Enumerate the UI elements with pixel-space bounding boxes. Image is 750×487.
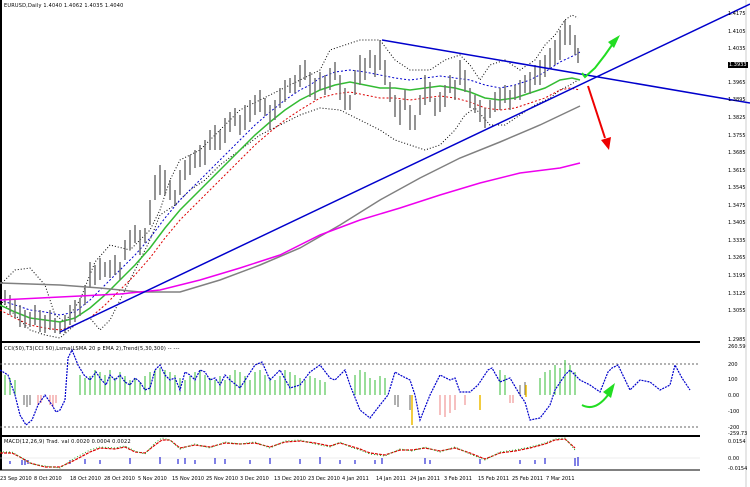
time-label: 23 Dec 2010 bbox=[308, 476, 340, 482]
ma-gray bbox=[0, 105, 581, 293]
green-up-arrow-cci bbox=[581, 383, 615, 408]
price-label: 1.3545 bbox=[728, 185, 746, 191]
time-label: 3 Feb 2011 bbox=[444, 476, 472, 482]
cci-label: 200 bbox=[728, 362, 738, 368]
cci-label: 260.59 bbox=[728, 344, 746, 350]
ma-magenta bbox=[0, 162, 581, 301]
cci-panel-title: CCI(50),T3(CCI 50),Lsma(LSMA 20 p EMA 2)… bbox=[4, 346, 180, 352]
price-label: 1.3265 bbox=[728, 255, 746, 261]
price-label: 1.3615 bbox=[728, 168, 746, 174]
time-label: 18 Oct 2010 bbox=[70, 476, 101, 482]
price-label: 1.3755 bbox=[728, 133, 746, 139]
cci-label: 0.00 bbox=[728, 393, 740, 399]
support-trendline bbox=[59, 3, 750, 333]
time-label: 15 Nov 2010 bbox=[172, 476, 205, 482]
time-label: 7 Mar 2011 bbox=[546, 476, 575, 482]
time-label: 14 Jan 2011 bbox=[376, 476, 406, 482]
time-label: 13 Dec 2010 bbox=[274, 476, 306, 482]
bollinger-upper bbox=[0, 14, 579, 323]
cci-label: 100 bbox=[728, 377, 738, 383]
cci-histogram bbox=[4, 360, 576, 395]
macd-panel-title: MACD(12,26,9) Trad. val 0.0020 0.0004 0.… bbox=[4, 439, 131, 445]
cci-histogram-down bbox=[37, 395, 514, 417]
resistance-trendline bbox=[381, 39, 750, 104]
price-label: 1.3055 bbox=[728, 308, 746, 314]
price-label: 1.3195 bbox=[728, 273, 746, 279]
red-down-arrow-main bbox=[587, 85, 611, 150]
envelope-lower bbox=[0, 87, 581, 331]
time-label: 28 Oct 2010 bbox=[104, 476, 135, 482]
time-label: 24 Jan 2011 bbox=[410, 476, 440, 482]
time-label: 15 Feb 2011 bbox=[478, 476, 510, 482]
cci-histogram-alert bbox=[411, 385, 527, 425]
price-candles bbox=[4, 20, 579, 334]
cci-histogram-neutral bbox=[23, 382, 526, 410]
time-label: 5 Nov 2010 bbox=[138, 476, 167, 482]
price-label: 1.3825 bbox=[728, 115, 746, 121]
time-label: 25 Nov 2010 bbox=[206, 476, 239, 482]
macd-label: -0.0154 bbox=[728, 466, 748, 472]
cci-label: -100 bbox=[728, 409, 740, 415]
macd-signal-red bbox=[0, 438, 576, 468]
price-label: 1.3475 bbox=[728, 203, 746, 209]
cci-label: -259.73 bbox=[728, 431, 748, 437]
price-label: 1.3965 bbox=[728, 80, 746, 86]
time-label: 25 Feb 2011 bbox=[512, 476, 544, 482]
macd-histogram bbox=[9, 457, 579, 466]
time-label: 8 Oct 2010 bbox=[34, 476, 62, 482]
macd-label: 0.00 bbox=[728, 456, 740, 462]
main-chart-title: EURUSD,Daily 1.4040 1.4062 1.4035 1.4040 bbox=[4, 3, 124, 9]
macd-main-green bbox=[0, 437, 576, 469]
time-label: 3 Dec 2010 bbox=[240, 476, 269, 482]
cci-line bbox=[0, 348, 691, 426]
price-label: 1.4175 bbox=[728, 11, 746, 17]
price-label: 1.3405 bbox=[728, 220, 746, 226]
price-label: 1.4035 bbox=[728, 46, 746, 52]
current-price-tag: 1.3933 bbox=[728, 62, 748, 68]
time-label: 4 Jan 2011 bbox=[342, 476, 369, 482]
bollinger-lower bbox=[0, 79, 579, 339]
price-label: 1.3125 bbox=[728, 291, 746, 297]
green-up-arrow-main bbox=[581, 35, 620, 79]
envelope-middle bbox=[0, 77, 581, 323]
macd-label: 0.0154 bbox=[728, 439, 746, 445]
price-label: 1.3335 bbox=[728, 238, 746, 244]
price-label: 1.3895 bbox=[728, 97, 746, 103]
price-label: 1.4105 bbox=[728, 29, 746, 35]
cci-label: -200 bbox=[728, 425, 740, 431]
price-label: 1.3685 bbox=[728, 150, 746, 156]
price-label: 1.2985 bbox=[728, 337, 746, 343]
time-label: 23 Sep 2010 bbox=[0, 476, 32, 482]
